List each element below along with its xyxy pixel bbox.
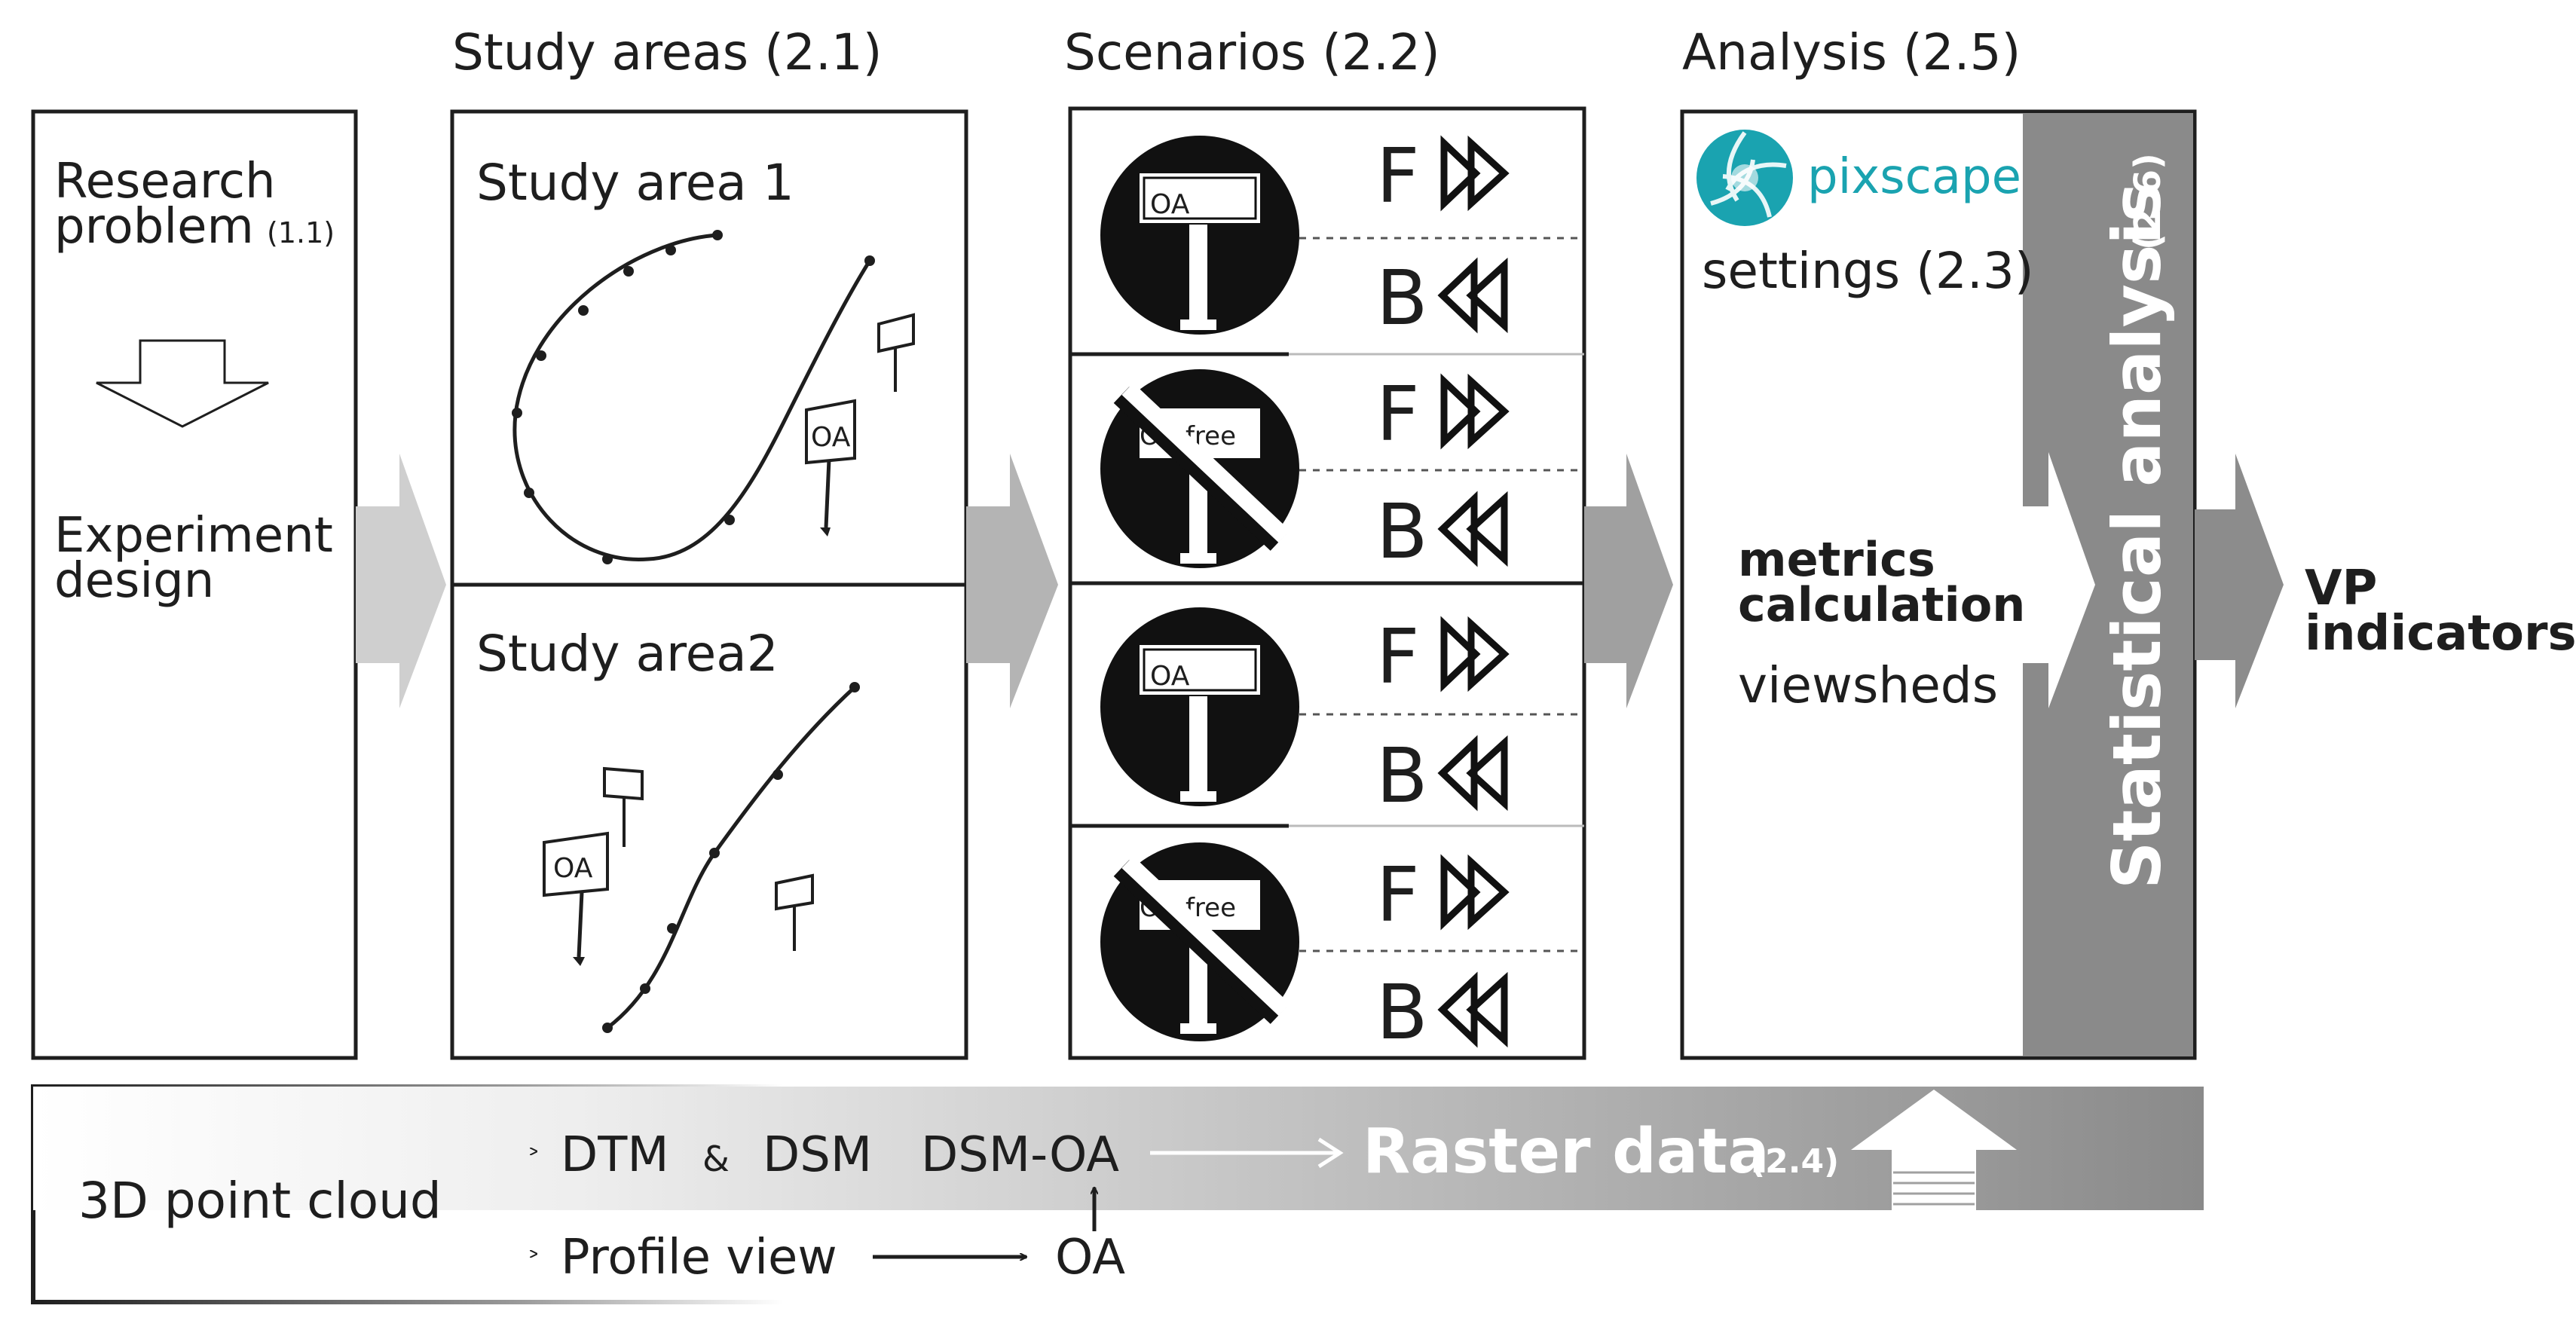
stat-title-ref: (2.6) [2127, 153, 2169, 250]
research-panel: Research problem (1.1) Experiment design [31, 109, 358, 1060]
forward-icon [1440, 135, 1510, 212]
oa-sign-label: OA [811, 422, 851, 453]
dtm-label: DTM [561, 1127, 669, 1183]
flow-arrow-1-icon [356, 454, 446, 708]
backward-icon [1437, 735, 1508, 812]
research-problem-line1: Research [54, 154, 276, 209]
forward-label: F [1376, 613, 1420, 701]
settings-label: settings (2.3) [1702, 242, 2034, 300]
forward-icon [1440, 854, 1510, 931]
down-arrow-icon [96, 339, 269, 428]
analysis-panel: pixscape settings (2.3) metrics calculat… [1680, 109, 2197, 1060]
up-arrow-icon [1851, 1090, 2017, 1210]
output-line1: VP [2305, 561, 2377, 616]
research-problem-line2: problem [54, 199, 254, 255]
billboard-icon-3 [775, 873, 814, 951]
metrics-line1: metrics [1738, 532, 1935, 587]
scenario-sign-label: OA [1150, 189, 1190, 220]
analysis-header: Analysis (2.5) [1682, 23, 2021, 81]
scenario-sign-label: OA [1150, 661, 1190, 692]
viewsheds-label: viewsheds [1738, 656, 1998, 714]
study-area-1-viewpoints [512, 230, 875, 564]
backward-label: B [1376, 968, 1428, 1056]
study-areas-header: Study areas (2.1) [452, 23, 883, 81]
pixscape-logo-text: pixscape [1807, 149, 2021, 205]
billboard-icon [877, 313, 915, 392]
flow-arrow-4-icon [2195, 454, 2284, 708]
backward-label: B [1376, 732, 1428, 820]
research-problem-ref: (1.1) [267, 216, 335, 249]
study-area-2-route [606, 686, 856, 1029]
statistical-analysis-title: Statistical analysis (2.6) [2098, 153, 2176, 889]
stat-title-text: Statistical analysis [2098, 182, 2176, 889]
raster-data-ref: (2.4) [1750, 1142, 1839, 1181]
data-preparation-band: 3D point cloud DTM & DSM DSM-OA Raster d… [31, 1084, 2204, 1304]
backward-icon [1437, 491, 1508, 567]
scenarios-header: Scenarios (2.2) [1064, 23, 1440, 81]
scenario-row: OA F B [1100, 607, 1583, 820]
flow-arrow-2-icon [966, 454, 1058, 708]
profile-view-label: Profile view [561, 1230, 837, 1286]
white-flow-arrow-icon [2020, 452, 2095, 708]
oa-billboard-icon-2: OA [543, 831, 609, 966]
study-area-2-title: Study area2 [476, 625, 779, 683]
scenario-row: OA F B [1100, 132, 1583, 342]
study-area-2-viewpoints [602, 682, 860, 1033]
forward-label: F [1376, 132, 1420, 220]
arrow-to-raster-icon [1317, 1137, 1344, 1169]
scenario-row: OA-free F B [1100, 842, 1583, 1056]
output-line2: indicators [2305, 606, 2576, 662]
oa-sign-label-2: OA [553, 853, 593, 884]
backward-label: B [1376, 488, 1428, 576]
experiment-design-line1: Experiment [54, 508, 333, 564]
study-area-1-title: Study area 1 [476, 154, 794, 212]
flow-arrow-3-icon [1584, 454, 1673, 708]
raster-data-label: Raster data [1363, 1116, 1770, 1188]
up-arrow-stripes [1893, 1171, 1975, 1206]
experiment-design-line2: design [54, 553, 214, 609]
study-area-1-route [512, 233, 872, 561]
dsm-oa-label: DSM-OA [921, 1127, 1119, 1183]
scenario-row: OA-free F B [1100, 369, 1583, 576]
forward-icon [1440, 616, 1510, 692]
metrics-line2: calculation [1738, 577, 2025, 632]
backward-icon [1437, 257, 1508, 334]
forward-icon [1440, 373, 1510, 450]
raster-band [33, 1087, 2204, 1210]
scenarios-panel: OA F B OA-free F B [1068, 106, 1586, 1060]
forward-label: F [1376, 851, 1420, 939]
dsm-label: DSM [763, 1127, 872, 1183]
backward-label: B [1376, 254, 1428, 342]
pixscape-logo: pixscape [1696, 130, 2021, 226]
backward-icon [1437, 971, 1508, 1048]
oa-label: OA [1055, 1230, 1125, 1286]
oa-billboard-icon: OA [805, 399, 856, 537]
study-areas-panel: Study area 1 OA Study area2 [450, 109, 968, 1060]
amp-label: & [702, 1139, 730, 1179]
forward-label: F [1376, 370, 1420, 458]
point-cloud-label: 3D point cloud [78, 1172, 442, 1230]
billboard-icon-2 [603, 766, 644, 847]
